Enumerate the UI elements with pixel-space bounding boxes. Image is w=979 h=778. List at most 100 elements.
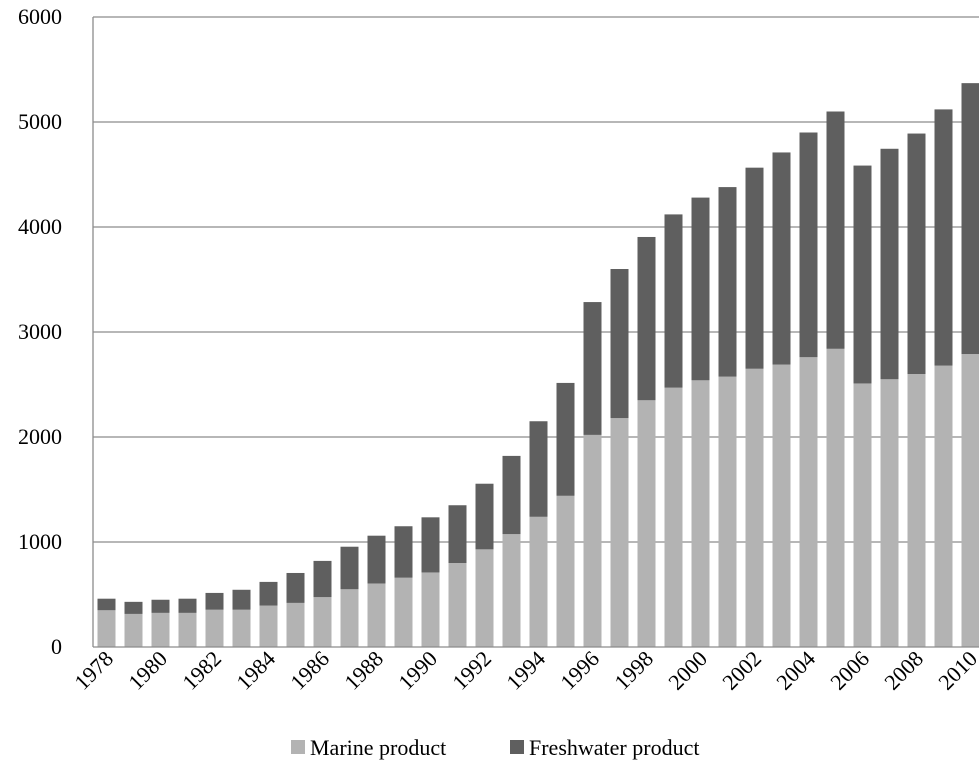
bar-freshwater-1989 <box>394 526 413 578</box>
x-tick-label: 1978 <box>69 646 118 695</box>
y-tick-label: 5000 <box>18 109 62 134</box>
bar-marine-2007 <box>880 379 899 647</box>
bar-freshwater-1992 <box>475 483 494 550</box>
bars <box>97 83 979 647</box>
x-tick-label: 2006 <box>825 646 874 695</box>
bar-freshwater-2008 <box>907 133 926 374</box>
bar-freshwater-2009 <box>934 109 953 366</box>
bar-marine-2010 <box>961 354 979 647</box>
bar-marine-2000 <box>691 380 710 647</box>
bar-freshwater-2010 <box>961 83 979 355</box>
bar-freshwater-2003 <box>772 152 791 365</box>
bar-marine-1996 <box>583 434 602 647</box>
y-tick-label: 2000 <box>18 424 62 449</box>
bar-marine-2001 <box>718 376 737 647</box>
bar-marine-1992 <box>475 549 494 647</box>
bar-marine-1988 <box>367 583 386 647</box>
bar-marine-1983 <box>232 609 251 647</box>
bar-freshwater-2006 <box>853 165 872 384</box>
bar-freshwater-1979 <box>124 601 143 614</box>
bar-freshwater-1978 <box>97 598 116 611</box>
bar-freshwater-1988 <box>367 535 386 584</box>
bar-marine-2006 <box>853 383 872 647</box>
bar-freshwater-1999 <box>664 214 683 388</box>
bar-freshwater-1996 <box>583 302 602 435</box>
x-tick-label: 1992 <box>447 646 496 695</box>
axes <box>92 17 979 648</box>
bar-freshwater-2005 <box>826 111 845 349</box>
x-tick-label: 1998 <box>609 646 658 695</box>
bar-marine-1989 <box>394 577 413 647</box>
bar-marine-1984 <box>259 605 278 647</box>
x-axis-ticks: 1978 1980 1982 1984 1986 1988 1990 1992 1994 1996… <box>69 646 979 695</box>
bar-marine-2005 <box>826 348 845 647</box>
bar-freshwater-1983 <box>232 589 251 610</box>
x-tick-label: 1986 <box>285 646 334 695</box>
x-tick-label: 1984 <box>231 646 280 695</box>
bar-marine-2003 <box>772 364 791 647</box>
bar-freshwater-1982 <box>205 592 224 610</box>
bar-marine-1987 <box>340 589 359 647</box>
bar-marine-2002 <box>745 368 764 647</box>
bar-freshwater-1981 <box>178 598 197 613</box>
legend-swatch <box>291 740 305 754</box>
x-tick-label: 1988 <box>339 646 388 695</box>
x-tick-label: 2010 <box>933 646 979 695</box>
legend: Marine product Freshwater product <box>291 735 699 760</box>
bar-marine-1998 <box>637 400 656 647</box>
x-tick-label: 2002 <box>717 646 766 695</box>
bar-freshwater-1987 <box>340 546 359 590</box>
bar-freshwater-1994 <box>529 421 548 517</box>
bar-freshwater-1980 <box>151 599 170 613</box>
legend-label: Marine product <box>310 735 446 760</box>
bar-marine-1995 <box>556 495 575 647</box>
bar-marine-1979 <box>124 613 143 647</box>
bar-marine-2004 <box>799 357 818 647</box>
bar-freshwater-2002 <box>745 167 764 369</box>
x-tick-label: 1980 <box>123 646 172 695</box>
bar-marine-1981 <box>178 612 197 647</box>
bar-freshwater-2001 <box>718 187 737 377</box>
y-axis-ticks: 0 1000 2000 3000 4000 5000 6000 <box>18 4 62 659</box>
bar-freshwater-1990 <box>421 517 440 573</box>
y-tick-label: 4000 <box>18 214 62 239</box>
y-tick-label: 6000 <box>18 4 62 29</box>
bar-marine-2008 <box>907 374 926 647</box>
bar-freshwater-2000 <box>691 197 710 381</box>
legend-label: Freshwater product <box>529 735 699 760</box>
bar-marine-1980 <box>151 612 170 647</box>
bar-marine-1997 <box>610 418 629 647</box>
bar-freshwater-1991 <box>448 505 467 563</box>
y-tick-label: 1000 <box>18 529 62 554</box>
bar-marine-1990 <box>421 572 440 647</box>
bar-marine-1985 <box>286 602 305 647</box>
x-tick-label: 1990 <box>393 646 442 695</box>
x-tick-label: 1982 <box>177 646 226 695</box>
bar-marine-1986 <box>313 597 332 647</box>
bar-freshwater-2004 <box>799 132 818 358</box>
bar-marine-1993 <box>502 534 521 647</box>
x-tick-label: 2004 <box>771 646 820 695</box>
x-tick-label: 2008 <box>879 646 928 695</box>
bar-freshwater-1986 <box>313 560 332 598</box>
bar-freshwater-1995 <box>556 382 575 496</box>
y-tick-label: 3000 <box>18 319 62 344</box>
bar-freshwater-1985 <box>286 572 305 603</box>
bar-freshwater-2007 <box>880 148 899 380</box>
bar-freshwater-1984 <box>259 581 278 606</box>
bar-marine-1978 <box>97 610 116 647</box>
bar-marine-1982 <box>205 609 224 647</box>
legend-swatch <box>510 740 524 754</box>
bar-marine-1994 <box>529 516 548 647</box>
bar-freshwater-1998 <box>637 236 656 401</box>
bar-marine-1999 <box>664 387 683 647</box>
x-tick-label: 1994 <box>501 646 550 695</box>
bar-freshwater-1997 <box>610 269 629 419</box>
bar-marine-2009 <box>934 365 953 647</box>
bar-freshwater-1993 <box>502 455 521 535</box>
y-tick-label: 0 <box>51 634 62 659</box>
x-tick-label: 1996 <box>555 646 604 695</box>
x-tick-label: 2000 <box>663 646 712 695</box>
bar-marine-1991 <box>448 563 467 647</box>
